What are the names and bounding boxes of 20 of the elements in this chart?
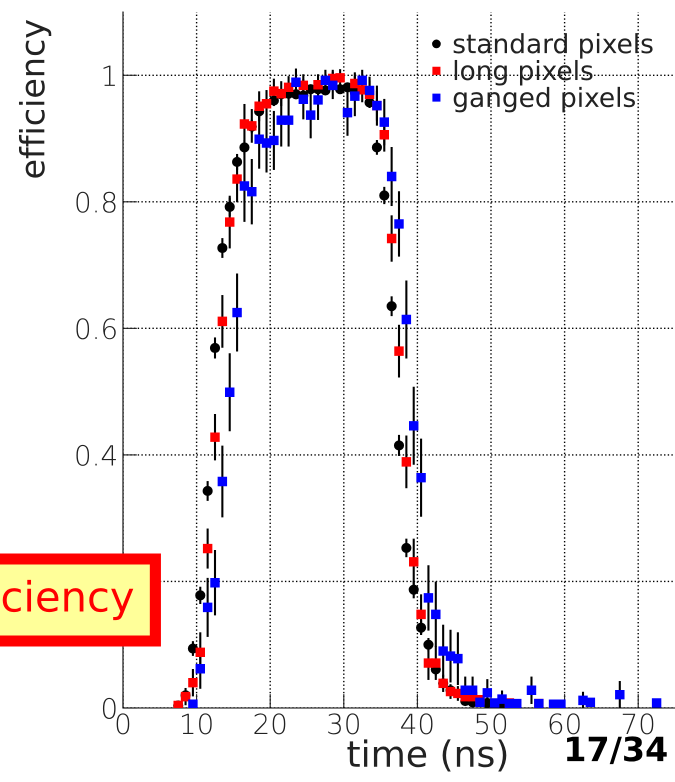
- y-tick-label: 0.6: [76, 318, 116, 340]
- legend-label: standard pixels: [454, 33, 653, 59]
- legend-label: ganged pixels: [454, 86, 635, 112]
- y-axis-title: efficiency: [18, 20, 52, 178]
- y-tick-label: 0.8: [76, 192, 116, 213]
- y-tick-label: 0: [102, 698, 116, 719]
- x-tick-label: 60: [550, 713, 580, 734]
- x-tick-label: 50: [476, 713, 506, 734]
- x-axis-title: time (ns): [347, 739, 506, 772]
- x-tick-label: 40: [401, 713, 432, 734]
- x-tick-label: 20: [254, 713, 286, 734]
- x-tick-label: 70: [622, 713, 654, 734]
- x-tick-label: 30: [328, 713, 359, 734]
- legend-label: long pixels: [454, 60, 592, 86]
- text: 17/34: [567, 736, 667, 764]
- x-tick-label: 0: [116, 713, 130, 734]
- y-tick-label: 0.4: [76, 444, 116, 466]
- x-tick-label: 10: [182, 713, 212, 734]
- annotation: ciency: [2, 580, 134, 620]
- y-tick-label: 1: [104, 66, 115, 86]
